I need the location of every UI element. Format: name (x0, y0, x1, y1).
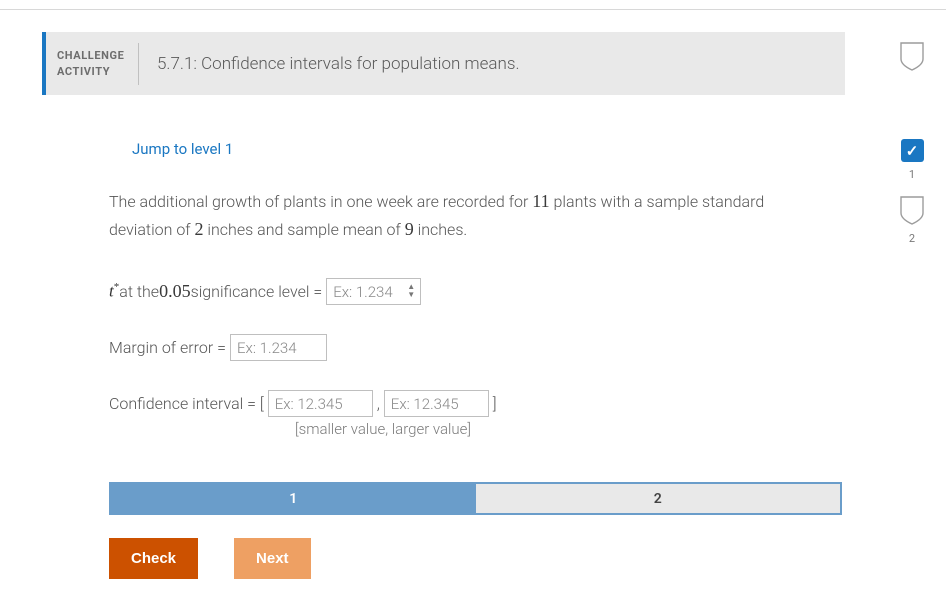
level-segment-2[interactable]: 2 (476, 484, 841, 513)
level-progress-bar: 1 2 (109, 482, 842, 515)
button-row: Check Next (109, 538, 311, 579)
value-sd: 2 (195, 219, 204, 239)
check-button[interactable]: Check (109, 538, 198, 579)
page-top-divider (0, 9, 946, 10)
status-label-2: 2 (909, 232, 915, 245)
t-prefix-a: at the (119, 282, 159, 301)
t-prefix-b: significance level = (191, 282, 323, 301)
text-d: inches. (414, 220, 468, 239)
ci-lower-input[interactable] (268, 390, 373, 417)
t-variable: t* (109, 281, 119, 302)
ci-upper-input[interactable] (384, 390, 489, 417)
challenge-title: 5.7.1: Confidence intervals for populati… (139, 54, 520, 74)
value-n: 11 (532, 191, 549, 211)
ci-end: ] (493, 394, 497, 413)
text-a: The additional growth of plants in one w… (109, 192, 532, 211)
ci-hint: [smaller value, larger value] (295, 420, 471, 438)
problem-statement: The additional growth of plants in one w… (109, 188, 799, 244)
ci-separator: , (377, 394, 380, 413)
value-mean: 9 (405, 219, 414, 239)
jump-to-level-link[interactable]: Jump to level 1 (132, 140, 233, 158)
margin-error-input[interactable] (230, 334, 327, 361)
ci-label: Confidence interval = [ (109, 394, 264, 413)
status-check-icon: ✓ (901, 139, 924, 162)
margin-label: Margin of error = (109, 338, 226, 357)
status-shield-icon (899, 41, 925, 72)
row-margin-error: Margin of error = (109, 334, 331, 361)
status-shield-icon-2 (899, 195, 925, 226)
challenge-header: CHALLENGEACTIVITY 5.7.1: Confidence inte… (42, 32, 845, 95)
text-c: inches and sample mean of (204, 220, 405, 239)
value-alpha: 0.05 (159, 281, 191, 302)
side-status-column: ✓ 1 2 (896, 41, 928, 245)
status-label-1: 1 (909, 168, 915, 181)
row-confidence-interval: Confidence interval = [ , ] (109, 390, 497, 417)
stepper-icon[interactable]: ▲▼ (407, 283, 415, 299)
next-button[interactable]: Next (234, 538, 311, 579)
challenge-label: CHALLENGEACTIVITY (46, 48, 138, 80)
check-glyph: ✓ (906, 142, 919, 160)
row-t-critical: t* at the 0.05 significance level = ▲▼ (109, 278, 425, 305)
level-segment-1[interactable]: 1 (111, 484, 476, 513)
